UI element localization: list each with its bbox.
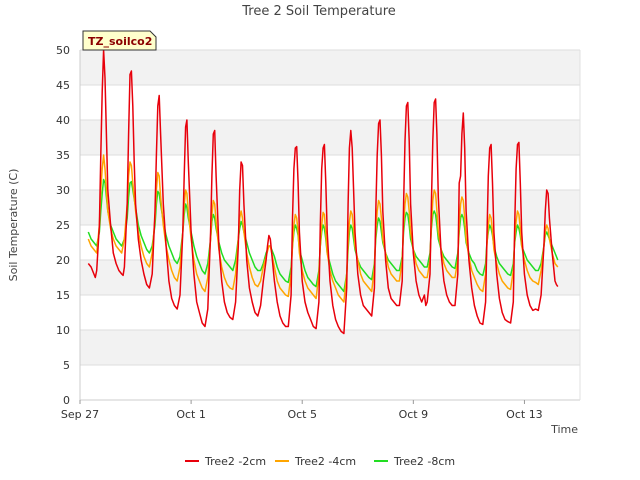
y-axis-ticks: 0 5 10 15 20 25 30 35 40 45 50 (56, 44, 70, 407)
y-tick-label: 50 (56, 44, 70, 57)
plot-band (80, 365, 580, 400)
plot-band (80, 330, 580, 365)
x-axis-ticks: Sep 27 Oct 1 Oct 5 Oct 9 Oct 13 (61, 400, 543, 421)
plot-band (80, 155, 580, 190)
x-tick-label: Oct 13 (506, 408, 543, 421)
y-tick-label: 35 (56, 149, 70, 162)
y-tick-label: 0 (63, 394, 70, 407)
site-badge-label: TZ_soilco2 (88, 35, 152, 48)
x-axis-label: Time (550, 423, 578, 436)
y-tick-label: 30 (56, 184, 70, 197)
site-badge: TZ_soilco2 (82, 30, 157, 51)
y-tick-label: 45 (56, 79, 70, 92)
legend-label: Tree2 -2cm (204, 455, 266, 468)
axes (79, 50, 581, 401)
plot-band (80, 120, 580, 155)
x-tick-label: Oct 1 (176, 408, 206, 421)
y-tick-label: 15 (56, 289, 70, 302)
plot-band (80, 50, 580, 85)
y-tick-label: 40 (56, 114, 70, 127)
x-tick-label: Oct 9 (399, 408, 429, 421)
y-tick-label: 5 (63, 359, 70, 372)
legend-label: Tree2 -8cm (393, 455, 455, 468)
plot-band (80, 85, 580, 120)
y-tick-label: 25 (56, 219, 70, 232)
x-tick-label: Oct 5 (287, 408, 317, 421)
series-line-tree2-2cm (87, 49, 559, 335)
legend-label: Tree2 -4cm (294, 455, 356, 468)
plot-band (80, 295, 580, 330)
y-tick-label: 10 (56, 324, 70, 337)
legend: Tree2 -2cm Tree2 -4cm Tree2 -8cm (185, 455, 455, 468)
y-axis-label: Soil Temperature (C) (7, 169, 20, 282)
chart-title: Tree 2 Soil Temperature (241, 4, 396, 19)
x-tick-label: Sep 27 (61, 408, 99, 421)
y-tick-label: 20 (56, 254, 70, 267)
series-lines (87, 49, 559, 335)
